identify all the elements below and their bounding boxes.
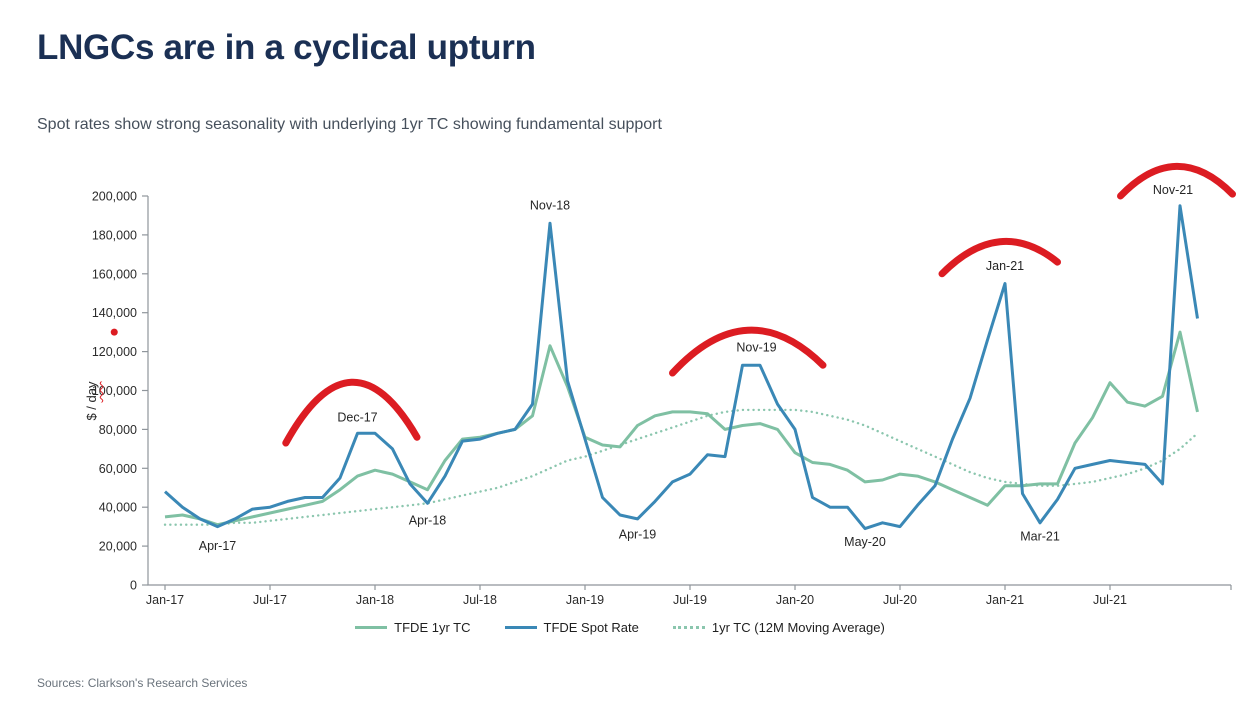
- y-tick-label: 80,000: [99, 423, 137, 437]
- chart-legend: TFDE 1yr TC TFDE Spot Rate 1yr TC (12M Mov…: [0, 620, 1240, 635]
- legend-marker-line-dotted-green: [672, 626, 705, 629]
- point-label-dec-17: Dec-17: [337, 411, 377, 425]
- y-axis-title-prefix: $ /: [84, 402, 99, 421]
- y-tick-label: 20,000: [99, 540, 137, 554]
- seasonal-peak-arc: [938, 237, 1061, 278]
- y-tick-label: 160,000: [92, 267, 137, 281]
- seasonal-peak-arc: [282, 378, 421, 447]
- x-tick-label: Jan-18: [356, 593, 394, 607]
- y-axis-title-word: day: [84, 381, 99, 403]
- x-tick-label: Jan-19: [566, 593, 604, 607]
- seasonal-peak-arc: [1117, 162, 1236, 200]
- x-tick-label: Jul-19: [673, 593, 707, 607]
- point-label-nov-18: Nov-18: [530, 199, 570, 213]
- y-tick-label: 40,000: [99, 501, 137, 515]
- legend-item-tfde-1yr-tc: TFDE 1yr TC: [355, 620, 471, 635]
- x-tick-label: Jul-17: [253, 593, 287, 607]
- legend-label: TFDE Spot Rate: [543, 620, 639, 635]
- legend-label: TFDE 1yr TC: [394, 620, 471, 635]
- page-title: LNGCs are in a cyclical upturn: [37, 28, 536, 67]
- x-tick-label: Jul-20: [883, 593, 917, 607]
- 1yr-tc-12m-moving-average--line: [163, 408, 1199, 526]
- y-axis-title: $ / day: [84, 346, 104, 456]
- point-label-apr-19: Apr-19: [619, 527, 657, 541]
- y-tick-label: 60,000: [99, 462, 137, 476]
- tfde-spot-rate-line: [164, 204, 1199, 531]
- point-label-nov-19: Nov-19: [736, 341, 776, 355]
- point-label-may-20: May-20: [844, 535, 886, 549]
- y-tick-label: 200,000: [92, 190, 137, 204]
- axis-lines: [147, 196, 1231, 586]
- point-label-apr-18: Apr-18: [409, 514, 447, 528]
- y-tick-label: 120,000: [92, 345, 137, 359]
- y-tick-label: 180,000: [92, 228, 137, 242]
- legend-label: 1yr TC (12M Moving Average): [711, 620, 885, 635]
- axes: 0 20,000 40,000 60,000 80,000 100,000 120,000 1…: [92, 190, 1232, 607]
- point-label-apr-17: Apr-17: [199, 539, 237, 553]
- seasonal-peak-arc: [669, 326, 827, 377]
- sources-note: Sources: Clarkson's Research Services: [37, 676, 248, 690]
- y-tick-label: 140,000: [92, 306, 137, 320]
- point-label-jan-21: Jan-21: [986, 259, 1024, 273]
- legend-marker-line-solid-green: [355, 626, 388, 629]
- legend-item-1yr-tc-12m-moving-average-: 1yr TC (12M Moving Average): [672, 620, 885, 635]
- x-tick-label: Jan-20: [776, 593, 814, 607]
- subtitle: Spot rates show strong seasonality with …: [37, 116, 662, 133]
- stray-red-dot: [110, 328, 118, 336]
- x-tick-label: Jul-18: [463, 593, 497, 607]
- point-label-nov-21: Nov-21: [1153, 183, 1193, 197]
- legend-marker-line-solid-blue: [504, 626, 537, 629]
- legend-item-tfde-spot-rate: TFDE Spot Rate: [504, 620, 639, 635]
- y-tick-label: 100,000: [92, 384, 137, 398]
- tfde-1yr-tc-line: [164, 330, 1199, 527]
- point-label-mar-21: Mar-21: [1020, 529, 1060, 543]
- y-tick-label: 0: [130, 579, 137, 593]
- x-tick-label: Jul-21: [1093, 593, 1127, 607]
- x-tick-label: Jan-17: [146, 593, 184, 607]
- x-tick-label: Jan-21: [986, 593, 1024, 607]
